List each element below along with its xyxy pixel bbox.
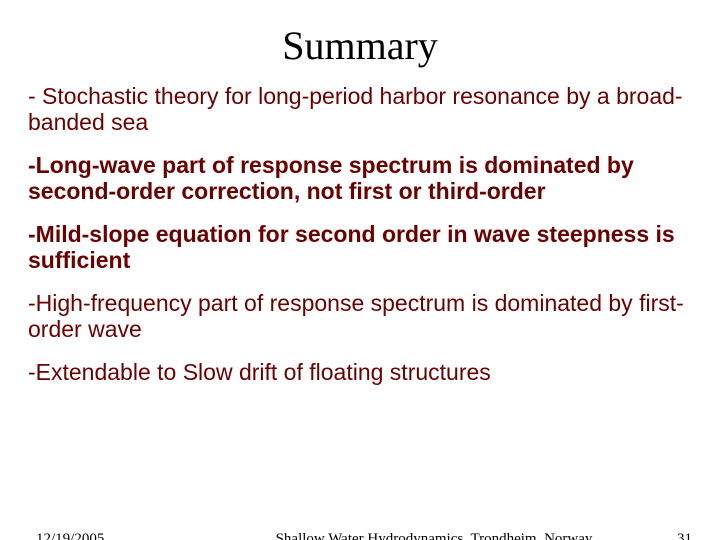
footer-venue: Shallow Water Hydrodynamics, Trondheim, … <box>236 531 632 540</box>
footer-page-number: 31 <box>632 531 692 540</box>
bullet-item: -Extendable to Slow drift of floating st… <box>28 359 692 385</box>
slide-body: - Stochastic theory for long-period harb… <box>0 83 720 385</box>
bullet-item: -Long-wave part of response spectrum is … <box>28 152 692 205</box>
slide: Summary - Stochastic theory for long-per… <box>0 22 720 540</box>
slide-title: Summary <box>0 22 720 69</box>
bullet-item: -Mild-slope equation for second order in… <box>28 221 692 274</box>
footer-date: 12/19/2005 <box>36 531 236 540</box>
bullet-item: -High-frequency part of response spectru… <box>28 290 692 343</box>
slide-footer: 12/19/2005 Shallow Water Hydrodynamics, … <box>0 531 720 540</box>
bullet-item: - Stochastic theory for long-period harb… <box>28 83 692 136</box>
